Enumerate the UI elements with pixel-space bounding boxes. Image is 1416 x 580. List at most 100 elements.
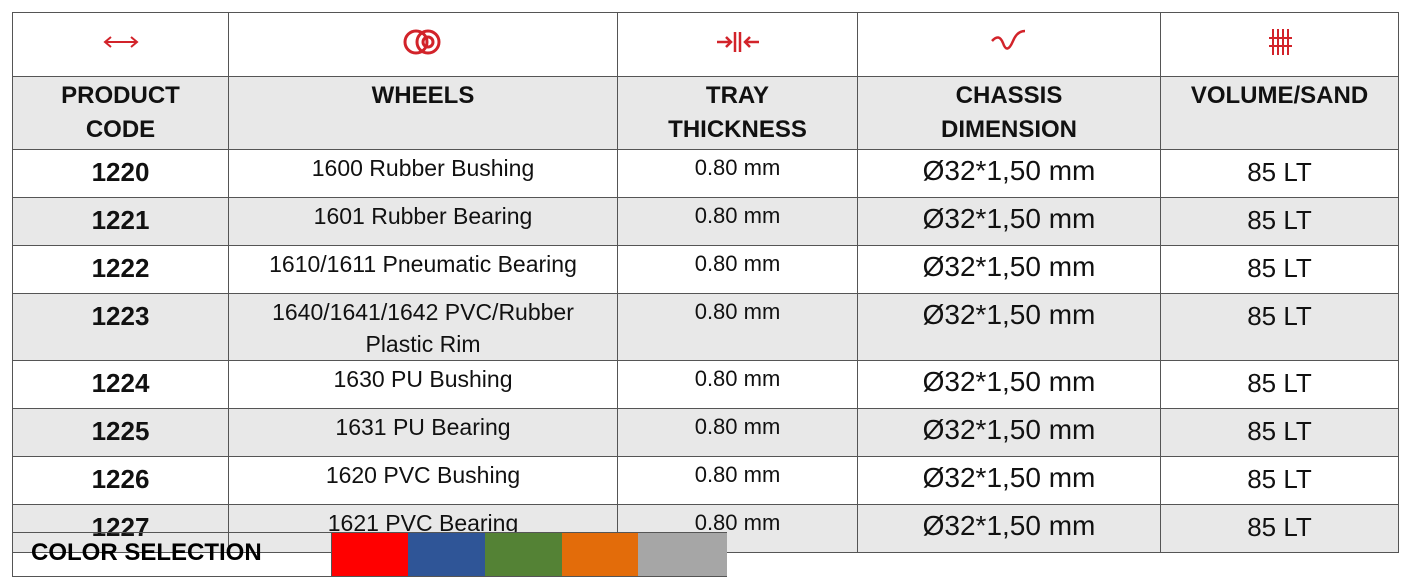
header-text: TRAY THICKNESS bbox=[668, 82, 807, 143]
cell-text: 0.80 mm bbox=[694, 462, 781, 487]
table-row: 1224 1630 PU Bushing 0.80 mm Ø32*1,50 mm 85 … bbox=[12, 360, 1399, 409]
table-cell: 85 LT bbox=[1160, 360, 1399, 409]
table-row: 1221 1601 Rubber Bearing 0.80 mm Ø32*1,50 m… bbox=[12, 197, 1399, 246]
table-cell: 1610/1611 Pneumatic Bearing bbox=[228, 245, 618, 294]
table-row: 1227 1621 PVC Bearing 0.80 mm Ø32*1,50 mm 85… bbox=[12, 504, 1399, 553]
table-cell: 85 LT bbox=[1160, 245, 1399, 294]
table-cell: Ø32*1,50 mm bbox=[857, 293, 1161, 361]
table-row: 1220 1600 Rubber Bushing 0.80 mm Ø32*1,50 m… bbox=[12, 149, 1399, 198]
table-cell: 1640/1641/1642 PVC/Rubber Plastic Rim bbox=[228, 293, 618, 361]
table-cell: Ø32*1,50 mm bbox=[857, 504, 1161, 553]
cell-text: 1620 PVC Bushing bbox=[325, 462, 521, 488]
icon-row bbox=[12, 12, 1399, 77]
table-cell: 1221 bbox=[12, 197, 229, 246]
cell-text: Ø32*1,50 mm bbox=[922, 203, 1096, 234]
header-cell: TRAY THICKNESS bbox=[617, 76, 858, 150]
cell-text: 85 LT bbox=[1247, 205, 1312, 235]
cell-text: 1220 bbox=[91, 157, 150, 187]
cell-text: Ø32*1,50 mm bbox=[922, 462, 1096, 493]
table-cell: 85 LT bbox=[1160, 504, 1399, 553]
cell-text: 0.80 mm bbox=[694, 414, 781, 439]
cell-text: 1621 PVC Bearing bbox=[327, 510, 519, 536]
icon-cell bbox=[1160, 12, 1399, 77]
cell-text: 1222 bbox=[91, 253, 150, 283]
header-cell: PRODUCT CODE bbox=[12, 76, 229, 150]
cell-text: 1640/1641/1642 PVC/Rubber Plastic Rim bbox=[272, 299, 574, 357]
table-cell: 0.80 mm bbox=[617, 149, 858, 198]
table-cell: 0.80 mm bbox=[617, 360, 858, 409]
table-cell: 1226 bbox=[12, 456, 229, 505]
table-cell: Ø32*1,50 mm bbox=[857, 197, 1161, 246]
table-cell: 85 LT bbox=[1160, 197, 1399, 246]
header-text: VOLUME/SAND bbox=[1190, 82, 1369, 109]
cell-text: Ø32*1,50 mm bbox=[922, 510, 1096, 541]
header-cell: VOLUME/SAND bbox=[1160, 76, 1399, 150]
cell-text: 1224 bbox=[91, 368, 150, 398]
icon-cell bbox=[617, 12, 858, 77]
cell-text: 85 LT bbox=[1247, 368, 1312, 398]
table-cell: 1220 bbox=[12, 149, 229, 198]
table-row: 1222 1610/1611 Pneumatic Bearing 0.80 mm Ø3… bbox=[12, 245, 1399, 294]
table-cell: Ø32*1,50 mm bbox=[857, 245, 1161, 294]
table-cell: 85 LT bbox=[1160, 408, 1399, 457]
cell-text: 1601 Rubber Bearing bbox=[313, 203, 533, 229]
spec-table: PRODUCT CODE WHEELS TRAY THICKNESS CHASSIS … bbox=[12, 12, 1399, 553]
cell-text: 0.80 mm bbox=[694, 203, 781, 228]
table-cell: 1227 bbox=[12, 504, 229, 553]
table-cell: 1222 bbox=[12, 245, 229, 294]
color-selection-label: COLOR SELECTION bbox=[13, 533, 332, 576]
table-row: 1223 1640/1641/1642 PVC/Rubber Plastic Ri… bbox=[12, 293, 1399, 361]
table-cell: Ø32*1,50 mm bbox=[857, 456, 1161, 505]
cell-text: Ø32*1,50 mm bbox=[922, 299, 1096, 330]
header-text: PRODUCT CODE bbox=[61, 82, 180, 143]
cell-text: 85 LT bbox=[1247, 416, 1312, 446]
table-cell: 85 LT bbox=[1160, 456, 1399, 505]
volume-icon bbox=[1268, 29, 1292, 55]
table-cell: 1223 bbox=[12, 293, 229, 361]
cell-text: 0.80 mm bbox=[694, 299, 781, 324]
icon-cell bbox=[857, 12, 1161, 77]
header-cell: WHEELS bbox=[228, 76, 618, 150]
color-swatch bbox=[408, 533, 485, 576]
table-cell: 1620 PVC Bushing bbox=[228, 456, 618, 505]
table-cell: 1630 PU Bushing bbox=[228, 360, 618, 409]
table-cell: 1224 bbox=[12, 360, 229, 409]
header-text: WHEELS bbox=[371, 82, 475, 109]
icon-cell bbox=[12, 12, 229, 77]
cell-text: 1226 bbox=[91, 464, 150, 494]
table-row: 1226 1620 PVC Bushing 0.80 mm Ø32*1,50 mm 85… bbox=[12, 456, 1399, 505]
cell-text: 85 LT bbox=[1247, 512, 1312, 542]
table-cell: 1225 bbox=[12, 408, 229, 457]
cell-text: 85 LT bbox=[1247, 464, 1312, 494]
cell-text: 1631 PU Bearing bbox=[335, 414, 511, 440]
cell-text: 85 LT bbox=[1247, 253, 1312, 283]
color-swatch bbox=[638, 533, 727, 576]
table-cell: Ø32*1,50 mm bbox=[857, 408, 1161, 457]
table-cell: Ø32*1,50 mm bbox=[857, 360, 1161, 409]
table-cell: Ø32*1,50 mm bbox=[857, 149, 1161, 198]
cell-text: 1610/1611 Pneumatic Bearing bbox=[269, 251, 577, 277]
cell-text: 1225 bbox=[91, 416, 150, 446]
table-cell: 0.80 mm bbox=[617, 408, 858, 457]
table-cell: 0.80 mm bbox=[617, 456, 858, 505]
table-cell: 1601 Rubber Bearing bbox=[228, 197, 618, 246]
table-row: 1225 1631 PU Bearing 0.80 mm Ø32*1,50 mm 85 … bbox=[12, 408, 1399, 457]
table-cell: 0.80 mm bbox=[617, 245, 858, 294]
chassis-icon bbox=[991, 29, 1026, 50]
header-row: PRODUCT CODE WHEELS TRAY THICKNESS CHASSIS … bbox=[12, 76, 1399, 150]
table-cell: 0.80 mm bbox=[617, 504, 858, 553]
cell-text: 0.80 mm bbox=[694, 251, 781, 276]
color-swatch bbox=[485, 533, 562, 576]
color-swatch bbox=[332, 533, 408, 576]
wheel-icon bbox=[403, 29, 441, 55]
table-cell: 1631 PU Bearing bbox=[228, 408, 618, 457]
cell-text: 1630 PU Bushing bbox=[333, 366, 513, 392]
header-cell: CHASSIS DIMENSION bbox=[857, 76, 1161, 150]
header-text: CHASSIS DIMENSION bbox=[940, 82, 1077, 143]
color-selection: COLOR SELECTION bbox=[12, 532, 727, 577]
cell-text: Ø32*1,50 mm bbox=[922, 366, 1096, 397]
table-cell: 0.80 mm bbox=[617, 293, 858, 361]
cell-text: Ø32*1,50 mm bbox=[922, 155, 1096, 186]
thickness-icon bbox=[716, 32, 759, 52]
cell-text: 0.80 mm bbox=[694, 155, 781, 180]
